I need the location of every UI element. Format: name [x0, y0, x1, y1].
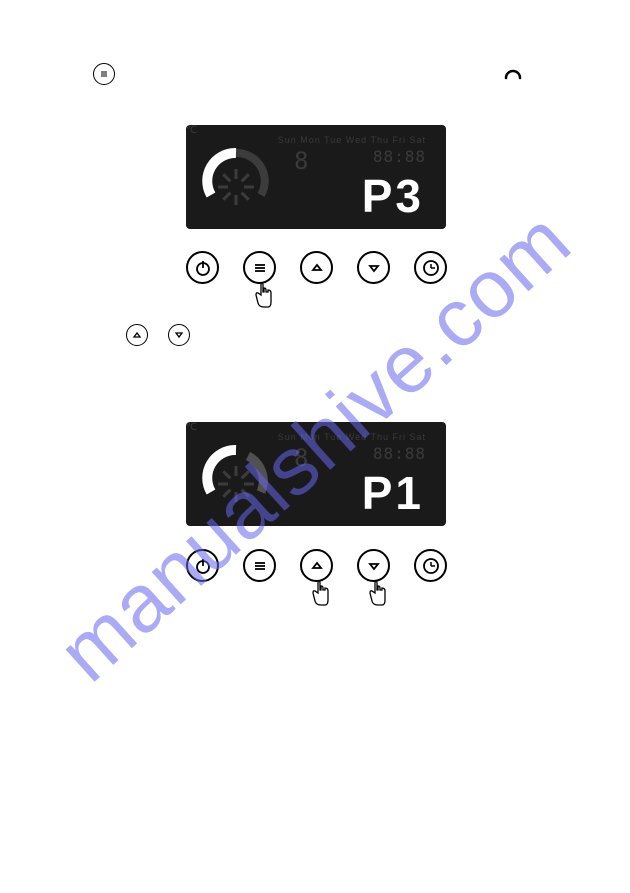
headset-icon-small [502, 63, 524, 85]
hand-pointer-icon [367, 579, 389, 607]
hand-pointer-icon [253, 281, 275, 309]
display-panel-2: Sun Mon Tue Wed Thu Fri Sat 88:88 8 P1 ℃ [186, 422, 446, 526]
dim-8-1: 8 [294, 147, 308, 175]
power-button-2[interactable] [186, 549, 219, 582]
menu-button[interactable] [243, 251, 276, 284]
power-button[interactable] [186, 251, 219, 284]
dim-days-2: Sun Mon Tue Wed Thu Fri Sat [278, 432, 426, 442]
up-icon-small [126, 324, 148, 346]
down-icon-small [168, 324, 190, 346]
program-display-2: P1 [362, 470, 424, 516]
up-button-2[interactable] [300, 549, 333, 582]
clock-button[interactable] [414, 251, 447, 284]
dim-8-2: 8 [294, 444, 308, 472]
dim-days-1: Sun Mon Tue Wed Thu Fri Sat [278, 135, 426, 145]
display-panel-1: Sun Mon Tue Wed Thu Fri Sat 88:88 8 P3 ℃ [186, 125, 446, 229]
button-row-2 [186, 549, 447, 582]
dial-indicator-1 [200, 145, 272, 217]
menu-button-2[interactable] [243, 549, 276, 582]
program-display-1: P3 [362, 173, 424, 219]
down-button[interactable] [357, 251, 390, 284]
dim-time-2: 88:88 [373, 444, 426, 463]
down-button-2[interactable] [357, 549, 390, 582]
hand-pointer-icon [310, 579, 332, 607]
up-button[interactable] [300, 251, 333, 284]
dial-indicator-2 [200, 442, 272, 514]
clock-button-2[interactable] [414, 549, 447, 582]
button-row-1 [186, 251, 447, 284]
dim-time-1: 88:88 [373, 147, 426, 166]
mid-icons-row [126, 324, 190, 346]
menu-icon-small [93, 63, 115, 85]
